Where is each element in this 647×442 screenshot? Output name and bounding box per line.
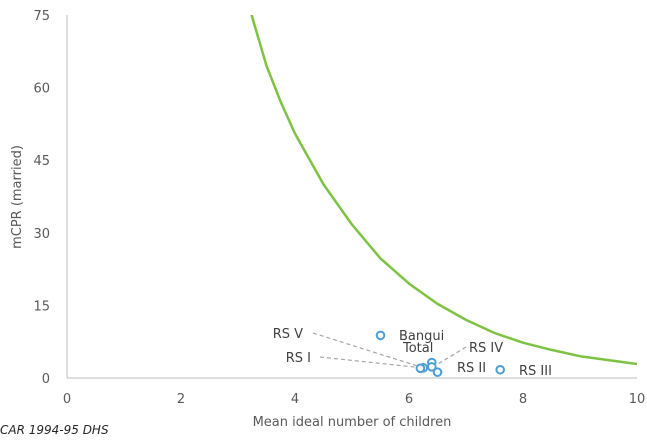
data-point (495, 364, 506, 375)
y-tick-label: 75 (33, 9, 50, 24)
point-label: Total (402, 341, 433, 356)
y-tick-label: 30 (33, 227, 50, 242)
data-point (415, 363, 426, 374)
points-layer (375, 330, 506, 377)
x-tick-label: 6 (405, 392, 413, 407)
x-tick-label: 8 (519, 392, 527, 407)
axes: 0 2 4 6 8 10 0 15 30 45 60 75 Mean ideal number of c… (10, 9, 645, 430)
x-axis-title: Mean ideal number of children (253, 415, 452, 430)
data-point (427, 362, 437, 372)
y-tick-label: 0 (42, 372, 50, 387)
point-label: RS III (519, 364, 552, 379)
fit-curve (250, 15, 637, 366)
point-label: RS II (457, 361, 486, 376)
x-tick-label: 4 (291, 392, 299, 407)
y-tick-label: 60 (33, 82, 50, 97)
point-label: RS I (286, 351, 311, 366)
curve-layer (250, 15, 637, 366)
point-label: RS IV (469, 341, 503, 356)
x-tick-label: 2 (177, 392, 185, 407)
leader-line (312, 332, 421, 368)
x-tick-label: 10 (629, 392, 646, 407)
y-tick-label: 15 (33, 299, 50, 314)
leader-line (434, 346, 467, 367)
point-label: Bangui (399, 329, 444, 344)
x-tick-label: 0 (63, 392, 71, 407)
point-label: RS V (273, 327, 303, 342)
leader-line (319, 356, 418, 368)
source-note: CAR 1994-95 DHS (0, 423, 109, 437)
y-tick-label: 45 (33, 154, 50, 169)
data-point (432, 367, 443, 377)
data-point (375, 330, 386, 341)
y-axis-title: mCPR (married) (10, 145, 25, 249)
